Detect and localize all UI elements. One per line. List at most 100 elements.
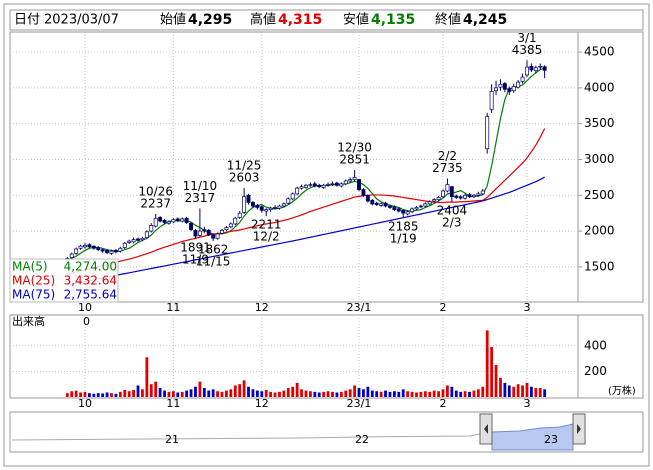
annotation-value: 2851	[339, 153, 370, 167]
annotation-value: 2317	[185, 191, 216, 205]
volume-bar	[65, 393, 69, 397]
candle-body	[498, 83, 503, 88]
volume-bar	[499, 377, 502, 397]
volume-bar	[233, 385, 237, 397]
volume-bar	[459, 391, 463, 397]
y-tick-label: 4500	[584, 45, 615, 59]
candle-body	[467, 194, 472, 198]
volume-bar	[326, 391, 330, 397]
candle-body	[250, 202, 255, 207]
volume-bar	[163, 390, 166, 397]
candle-body	[158, 217, 163, 222]
candle-body	[418, 205, 423, 208]
candle-body	[167, 221, 171, 224]
x-tick-label: 11	[166, 397, 180, 410]
annotation-value: 1891	[180, 240, 211, 254]
volume-bar	[335, 392, 339, 397]
candle-body	[511, 86, 516, 92]
annotation-value: 2404	[437, 204, 468, 218]
volume-bar	[446, 385, 449, 397]
candle-body	[410, 208, 415, 213]
candle-body	[273, 207, 277, 209]
y-tick-label: 3500	[584, 116, 615, 130]
volume-bar	[88, 393, 91, 397]
candle-body	[516, 81, 521, 88]
volume-bar	[101, 393, 105, 397]
candle-body	[193, 230, 198, 237]
candle-body	[529, 66, 534, 71]
x-tick-label: 12	[255, 301, 269, 314]
candle-body	[392, 206, 397, 210]
volume-bar	[247, 386, 250, 397]
candle-body	[224, 227, 229, 231]
x-tick-label: 3	[523, 301, 530, 314]
candle-body	[525, 66, 529, 76]
volume-bar	[260, 391, 264, 397]
volume-bar	[105, 392, 109, 397]
candle-body	[542, 66, 547, 71]
annotation-date: 10/26	[138, 185, 173, 199]
candle-body	[109, 250, 114, 254]
annotation-date: 11/10	[183, 179, 218, 193]
x-tick-label: 23/1	[347, 301, 372, 314]
volume-bar	[401, 389, 405, 397]
x-tick-label: 10	[78, 397, 92, 410]
volume-bar	[530, 386, 533, 397]
volume-bar	[194, 386, 197, 397]
candle-body	[206, 230, 211, 236]
volume-bar	[114, 393, 118, 397]
volume-bar	[225, 390, 228, 397]
volume-bar	[216, 391, 219, 397]
candle-body	[246, 194, 251, 203]
volume-bar	[516, 384, 520, 397]
y-tick-label: 1500	[584, 259, 615, 273]
volume-bar	[357, 388, 361, 397]
candle-body	[83, 245, 87, 248]
volume-bar	[454, 390, 458, 397]
candle-body	[91, 245, 96, 249]
candle-body	[281, 203, 286, 207]
legend-value: 2,755.64	[64, 288, 117, 302]
candle-body	[290, 193, 295, 200]
candle-body	[449, 186, 454, 198]
volume-bar	[437, 391, 440, 397]
candle-body	[136, 238, 140, 241]
volume-bar	[543, 389, 547, 397]
volume-bar	[503, 382, 507, 397]
y-tick-label: 2500	[584, 188, 615, 202]
volume-bar	[189, 389, 193, 397]
candle-body	[334, 182, 339, 186]
candle-body	[69, 253, 74, 258]
candle-body	[361, 189, 366, 196]
volume-bar	[410, 391, 414, 397]
volume-bar	[494, 364, 498, 397]
volume-bar	[83, 391, 87, 397]
volume-bar	[278, 391, 281, 397]
volume-bar	[295, 382, 299, 397]
volume-bar	[375, 391, 379, 397]
volume-bar	[264, 389, 268, 397]
volume-bar	[269, 391, 273, 397]
volume-bar	[251, 389, 255, 397]
y-tick-label: 400	[584, 338, 607, 352]
candle-body	[480, 190, 485, 195]
volume-bar	[432, 390, 436, 397]
volume-bar	[476, 389, 480, 397]
annotation-value: 2185	[388, 219, 419, 233]
volume-bar	[450, 386, 454, 397]
candle-body	[357, 179, 361, 190]
header-label: 始値	[160, 12, 186, 28]
legend-name: MA(25)	[12, 274, 55, 288]
volume-bar	[70, 391, 74, 397]
header-value: 4,245	[463, 12, 507, 28]
candle-body	[463, 194, 468, 199]
x-tick-label: 23/1	[347, 397, 372, 410]
volume-bar	[202, 388, 206, 397]
date: 2023/03/07	[44, 13, 119, 28]
candle-body	[383, 202, 388, 207]
candle-body	[520, 76, 525, 82]
volume-bar	[468, 391, 471, 397]
annotation-date: 3/1	[517, 31, 536, 45]
volume-bar	[353, 385, 356, 397]
